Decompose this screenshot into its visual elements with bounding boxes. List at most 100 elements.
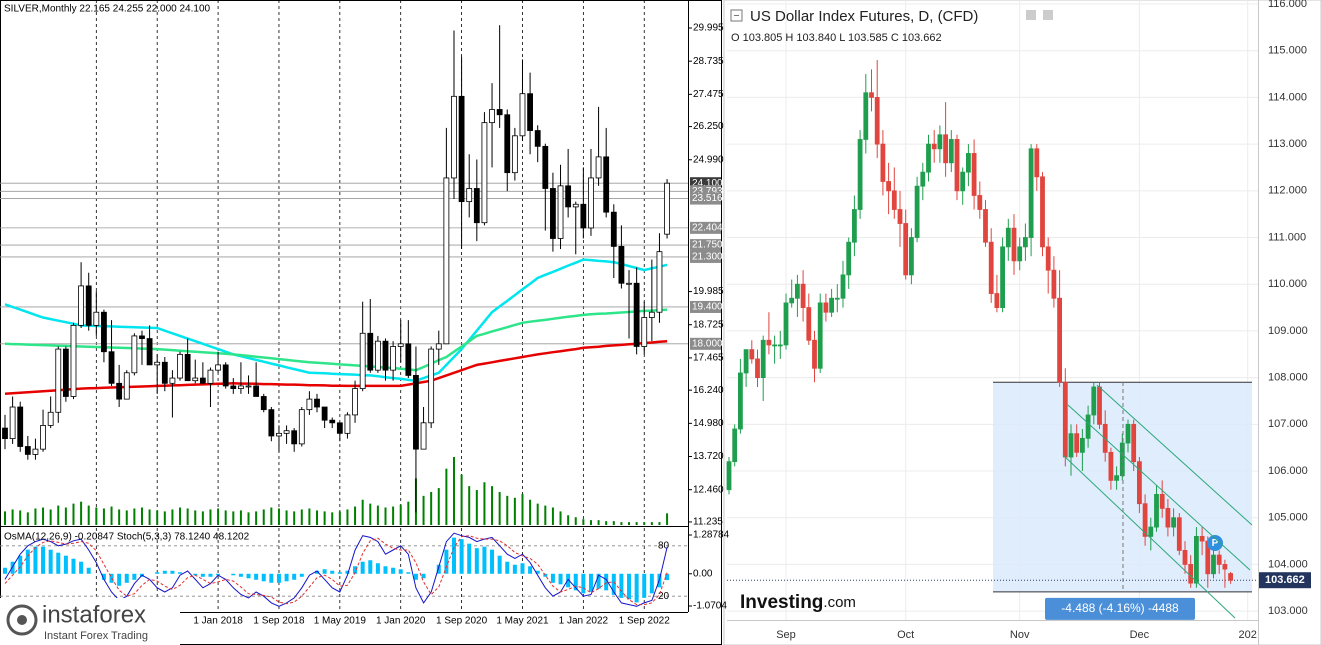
y-tick-label: 106.000 xyxy=(1268,465,1308,477)
candle-body xyxy=(903,223,909,276)
candle-body xyxy=(283,430,290,434)
histogram-bar xyxy=(330,570,335,574)
volume-bar xyxy=(559,511,562,525)
histogram-bar xyxy=(596,573,601,589)
histogram-bar xyxy=(543,573,548,577)
candle-body xyxy=(108,351,115,384)
histogram-bar xyxy=(200,573,205,577)
volume-bar xyxy=(551,507,554,525)
volume-bar xyxy=(64,507,67,525)
histogram-bar xyxy=(315,570,320,574)
candle-body xyxy=(732,428,738,463)
candle-body xyxy=(321,406,328,421)
volume-bar xyxy=(635,522,638,525)
histogram-bar xyxy=(86,567,91,574)
histogram-bar xyxy=(254,573,259,580)
candle-body xyxy=(937,134,943,150)
histogram-bar xyxy=(474,548,479,574)
volume-bar xyxy=(597,520,600,525)
volume-bar xyxy=(118,509,121,525)
x-tick-label: Oct xyxy=(897,629,914,641)
volume-bar xyxy=(521,493,524,525)
candle-body xyxy=(749,349,755,360)
histogram-bar xyxy=(63,555,68,574)
candle-body xyxy=(943,134,948,164)
candle-body xyxy=(1034,148,1040,178)
level-label-box xyxy=(690,300,721,313)
volume-bar xyxy=(247,512,250,525)
candle-body xyxy=(32,448,39,455)
histogram-bar xyxy=(634,573,639,603)
y-tick-label: 103.000 xyxy=(1268,605,1308,617)
logo-icon xyxy=(6,604,38,636)
volume-bar xyxy=(399,504,402,525)
volume-bar xyxy=(300,509,303,525)
histogram-bar xyxy=(444,549,449,574)
histogram-bar xyxy=(611,573,616,595)
candle-body xyxy=(772,344,777,347)
candle-body xyxy=(1068,433,1074,458)
histogram-bar xyxy=(101,573,106,580)
histogram-bar xyxy=(353,566,358,574)
volume-bar xyxy=(536,503,539,525)
histogram-bar xyxy=(269,573,274,583)
histogram-bar xyxy=(413,573,418,580)
candle-body xyxy=(306,398,313,411)
settings-icon[interactable] xyxy=(1026,10,1036,20)
histogram-bar xyxy=(368,560,373,574)
candle-body xyxy=(977,195,983,210)
histogram-bar xyxy=(345,570,350,574)
candle-body xyxy=(948,139,954,164)
volume-bar xyxy=(452,457,455,525)
histogram-bar xyxy=(132,573,137,580)
x-tick-label: 1 Jan 2020 xyxy=(376,616,426,627)
candle-body xyxy=(783,302,789,346)
y-tick-label: 107.000 xyxy=(1268,418,1308,430)
candle-body xyxy=(897,209,903,224)
histogram-bar xyxy=(178,572,183,574)
candle-body xyxy=(276,432,282,437)
candle-body xyxy=(1011,227,1017,262)
y-tick-label: 12.460 xyxy=(693,484,724,495)
volume-bar xyxy=(361,499,364,525)
volume-bar xyxy=(232,511,235,525)
candle-body xyxy=(1216,554,1222,565)
level-label: 23.793 xyxy=(692,186,723,197)
channel-line xyxy=(1062,454,1236,619)
volume-bar xyxy=(582,519,585,525)
histogram-bar xyxy=(162,570,167,574)
ohlc-label: O 103.805 H 103.840 L 103.585 C 103.662 xyxy=(731,32,942,44)
candle-body xyxy=(504,114,511,174)
candle-body xyxy=(47,411,54,426)
volume-bar xyxy=(483,482,486,525)
histogram-bar xyxy=(665,573,670,581)
histogram-bar xyxy=(619,573,624,598)
level-label-box xyxy=(690,337,721,350)
candle-body xyxy=(1188,564,1194,584)
candle-body xyxy=(1114,475,1119,481)
candle-body xyxy=(314,398,320,408)
moving-average xyxy=(4,339,668,396)
logo-name: instaforex xyxy=(42,601,146,628)
candle-body xyxy=(726,461,732,491)
volume-bar xyxy=(277,508,280,525)
candle-body xyxy=(24,446,31,455)
settings-icon[interactable] xyxy=(1043,10,1053,20)
histogram-bar xyxy=(421,573,426,579)
volume-bar xyxy=(666,513,669,525)
histogram-bar xyxy=(155,572,160,574)
level-label-box xyxy=(690,250,721,263)
volume-bar xyxy=(179,507,182,525)
candle-body xyxy=(603,156,610,213)
volume-bar xyxy=(140,507,143,525)
candle-body xyxy=(1005,227,1011,248)
candle-body xyxy=(840,274,846,299)
volume-bar xyxy=(224,510,227,525)
volume-bar xyxy=(42,507,45,525)
candle-body xyxy=(443,177,450,345)
volume-bar xyxy=(285,510,288,525)
volume-bar xyxy=(201,511,204,525)
histogram-bar xyxy=(512,564,517,574)
level-label: 24.100 xyxy=(692,178,723,189)
candle-body xyxy=(17,406,24,447)
